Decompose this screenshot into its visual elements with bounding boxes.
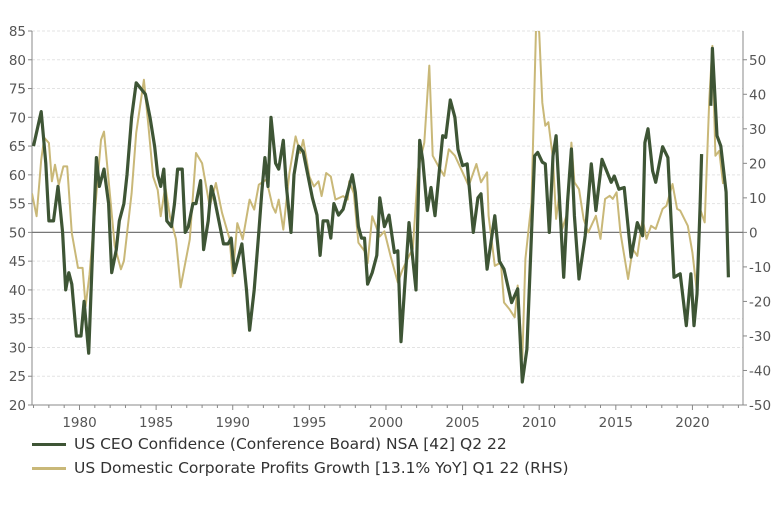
- y-tick-label-left: 25: [9, 369, 26, 385]
- left-axis-ticks: 20 25 30 35 40 45 50 55 60 65 70 75 80 85: [9, 24, 26, 414]
- x-tick-label: 2020: [675, 415, 709, 431]
- y-tick-label-right: -20: [749, 294, 771, 310]
- axes: [28, 30, 747, 410]
- right-axis-ticks: -50 -40 -30 -20 -10 0 10 20 30 40 50: [749, 53, 771, 414]
- x-tick-label: 1995: [292, 415, 326, 431]
- legend-label: US CEO Confidence (Conference Board) NSA…: [74, 435, 507, 453]
- y-tick-label-right: 50: [749, 53, 766, 69]
- legend-swatch: [32, 442, 66, 446]
- legend-item-ceo-confidence: US CEO Confidence (Conference Board) NSA…: [32, 432, 569, 456]
- y-tick-label-left: 40: [9, 283, 26, 299]
- y-tick-label-left: 85: [9, 24, 26, 40]
- y-tick-label-right: -30: [749, 329, 771, 345]
- y-tick-label-right: -40: [749, 363, 771, 379]
- y-tick-label-left: 55: [9, 197, 26, 213]
- y-tick-label-right: 0: [749, 225, 758, 241]
- legend-label: US Domestic Corporate Profits Growth [13…: [74, 459, 569, 477]
- y-tick-label-right: -50: [749, 398, 771, 414]
- gridlines: [32, 30, 743, 377]
- x-axis-ticks: 1980 1985 1990 1995 2000 2005 2010 2015 2020: [62, 415, 709, 431]
- series-line-ceo-confidence: [32, 46, 730, 384]
- y-tick-label-left: 65: [9, 139, 26, 155]
- y-tick-label-right: -10: [749, 260, 771, 276]
- y-tick-label-left: 60: [9, 168, 26, 184]
- x-tick-label: 2005: [445, 415, 479, 431]
- y-tick-label-left: 30: [9, 340, 26, 356]
- y-tick-label-left: 50: [9, 225, 26, 241]
- y-tick-label-left: 75: [9, 82, 26, 98]
- legend-swatch: [32, 466, 66, 470]
- x-tick-label: 2000: [369, 415, 403, 431]
- y-tick-label-right: 10: [749, 191, 766, 207]
- legend: US CEO Confidence (Conference Board) NSA…: [32, 432, 569, 480]
- y-tick-label-right: 30: [749, 122, 766, 138]
- y-tick-label-right: 40: [749, 87, 766, 103]
- y-tick-label-left: 70: [9, 110, 26, 126]
- y-tick-label-left: 45: [9, 254, 26, 270]
- y-tick-label-left: 80: [9, 53, 26, 69]
- x-tick-label: 1990: [216, 415, 250, 431]
- legend-item-profits-growth: US Domestic Corporate Profits Growth [13…: [32, 456, 569, 480]
- series-line-profits-growth: [32, 31, 725, 361]
- y-tick-label-left: 35: [9, 312, 26, 328]
- x-tick-label: 2015: [599, 415, 633, 431]
- y-tick-label-right: 20: [749, 156, 766, 172]
- y-tick-label-left: 20: [9, 398, 26, 414]
- x-tick-label: 1985: [139, 415, 173, 431]
- x-tick-label: 1980: [62, 415, 96, 431]
- series-lines: [32, 31, 730, 384]
- x-tick-label: 2010: [522, 415, 556, 431]
